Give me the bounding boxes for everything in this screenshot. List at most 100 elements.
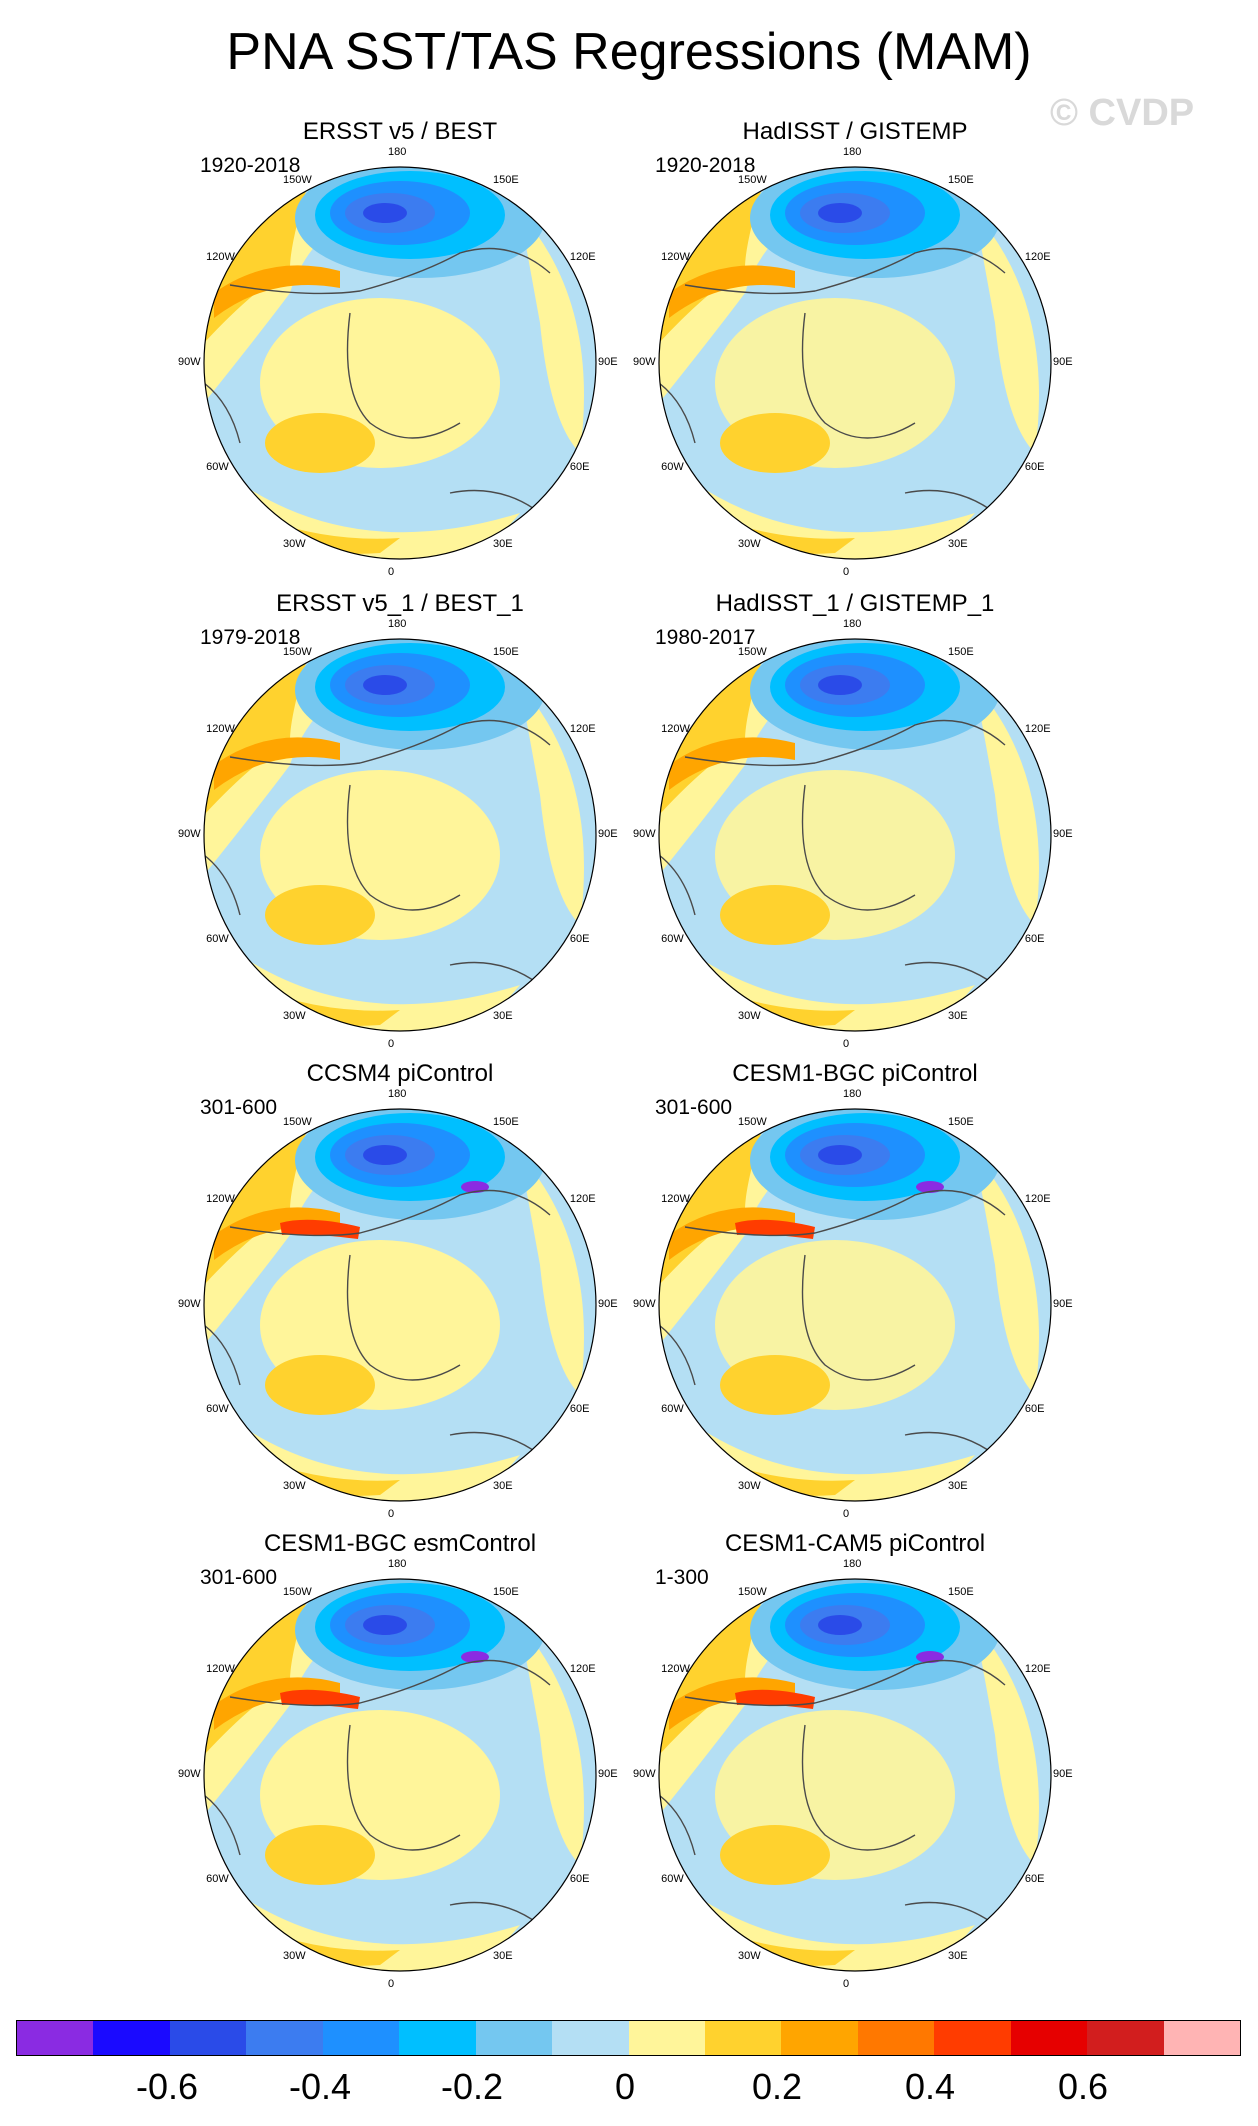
map-panel: ERSST v5 / BEST 180 150E 120E 90E 60E 30E 0 30W 6… (178, 118, 710, 618)
longitude-label: 180 (388, 146, 407, 158)
longitude-label: 120W (206, 723, 235, 735)
longitude-label: 150W (283, 1586, 312, 1599)
colorbar-swatch (475, 2021, 553, 2055)
longitude-label: 90E (1053, 356, 1073, 368)
longitude-label: 30E (948, 1949, 968, 1962)
longitude-label: 30E (948, 1009, 968, 1022)
longitude-label: 120W (661, 723, 690, 735)
longitude-label: 60E (1024, 1403, 1045, 1415)
colorbar-swatch (857, 2021, 935, 2055)
period-label: 1920-2018 (200, 154, 301, 177)
longitude-label: 90E (598, 1298, 618, 1310)
map-panel: CESM1-BGC piControl 180 150E 120E 90E 60E 30E 0… (633, 1060, 1165, 1560)
longitude-label: 0 (843, 1978, 850, 1990)
colorbar (16, 2020, 1241, 2056)
period-label: 1980-2017 (655, 626, 756, 649)
panel-title: ERSST v5_1 / BEST_1 (276, 590, 524, 617)
colorbar-swatch (93, 2021, 170, 2055)
longitude-label: 60W (206, 933, 229, 945)
longitude-label: 60E (1024, 933, 1045, 945)
longitude-label: 180 (388, 1558, 407, 1570)
colorbar-swatch (246, 2021, 323, 2055)
longitude-label: 120W (206, 251, 235, 263)
longitude-label: 60E (1024, 461, 1045, 473)
map-panel: CESM1-CAM5 piControl 180 150E 120E 90E 60E 30E… (633, 1530, 1165, 2030)
longitude-label: 150E (948, 646, 974, 659)
longitude-label: 90W (633, 1768, 656, 1780)
polar-map (203, 1578, 597, 1972)
period-label: 301-600 (200, 1566, 278, 1589)
longitude-label: 60W (206, 1403, 229, 1415)
longitude-label: 90E (1053, 1768, 1073, 1780)
longitude-label: 60W (206, 1873, 229, 1885)
period-label: 301-600 (200, 1096, 278, 1119)
map-panel: HadISST / GISTEMP 180 150E 120E 90E 60E 30E 0 30… (633, 118, 1165, 618)
longitude-label: 90W (633, 356, 656, 368)
longitude-label: 60E (569, 933, 590, 945)
panel-title: CESM1-CAM5 piControl (724, 1530, 986, 1557)
longitude-label: 0 (843, 1508, 850, 1520)
longitude-label: 120E (1024, 723, 1051, 735)
polar-map (203, 1108, 597, 1502)
period-label: 1920-2018 (655, 154, 756, 177)
longitude-label: 90E (598, 356, 618, 368)
longitude-label: 150E (493, 646, 519, 659)
map-panel: HadISST_1 / GISTEMP_1 180 150E 120E 90E 60E 30… (633, 590, 1165, 1090)
longitude-label: 180 (388, 1088, 407, 1100)
longitude-label: 120E (569, 723, 596, 735)
longitude-label: 150W (283, 1116, 312, 1129)
longitude-label: 120W (661, 1663, 690, 1675)
polar-map (203, 638, 597, 1032)
colorbar-swatch (704, 2021, 782, 2055)
colorbar-swatch (17, 2021, 94, 2055)
colorbar-swatch (399, 2021, 476, 2055)
longitude-label: 150W (283, 646, 312, 659)
colorbar-swatch (1163, 2021, 1240, 2055)
colorbar-swatch (552, 2021, 629, 2055)
longitude-label: 120E (1024, 251, 1051, 263)
longitude-label: 150E (493, 1586, 519, 1599)
longitude-label: 90W (633, 828, 656, 840)
colorbar-swatch (169, 2021, 247, 2055)
longitude-label: 120E (1024, 1193, 1051, 1205)
longitude-label: 90E (598, 1768, 618, 1780)
longitude-label: 60W (661, 933, 684, 945)
colorbar-swatch (628, 2021, 705, 2055)
longitude-label: 150W (738, 174, 767, 187)
colorbar-tick-label: 0 (614, 2066, 636, 2107)
longitude-label: 150W (738, 1586, 767, 1599)
longitude-label: 30E (493, 1009, 513, 1022)
longitude-label: 30W (738, 1949, 761, 1962)
longitude-label: 0 (843, 1038, 850, 1050)
longitude-label: 150E (948, 1116, 974, 1129)
longitude-label: 150E (493, 1116, 519, 1129)
longitude-label: 90W (178, 356, 201, 368)
longitude-label: 30E (493, 1949, 513, 1962)
longitude-label: 150E (493, 174, 519, 187)
panel-title: CESM1-BGC piControl (732, 1060, 978, 1087)
longitude-label: 30W (283, 1009, 306, 1022)
longitude-label: 120W (206, 1193, 235, 1205)
longitude-label: 180 (843, 618, 862, 630)
longitude-label: 150W (738, 1116, 767, 1129)
longitude-label: 0 (388, 1508, 395, 1520)
colorbar-swatch (1087, 2021, 1164, 2055)
polar-map (658, 1578, 1052, 1972)
colorbar-tick-label: -0.4 (288, 2066, 352, 2107)
colorbar-tick-label: 0.6 (1057, 2066, 1109, 2107)
polar-map (658, 1108, 1052, 1502)
panel-title: HadISST_1 / GISTEMP_1 (715, 590, 995, 617)
colorbar-swatch (781, 2021, 858, 2055)
longitude-label: 180 (388, 618, 407, 630)
longitude-label: 60W (661, 461, 684, 473)
longitude-label: 120E (569, 251, 596, 263)
longitude-label: 30W (738, 1009, 761, 1022)
map-panel: ERSST v5_1 / BEST_1 180 150E 120E 90E 60E 30E 0… (178, 590, 710, 1090)
longitude-label: 150W (738, 646, 767, 659)
longitude-label: 60W (661, 1873, 684, 1885)
panel-title: CCSM4 piControl (306, 1060, 494, 1087)
longitude-label: 150E (948, 1586, 974, 1599)
period-label: 301-600 (655, 1096, 733, 1119)
colorbar-swatch (322, 2021, 400, 2055)
map-panel: CCSM4 piControl 180 150E 120E 90E 60E 30E 0 30W 6… (178, 1060, 710, 1560)
